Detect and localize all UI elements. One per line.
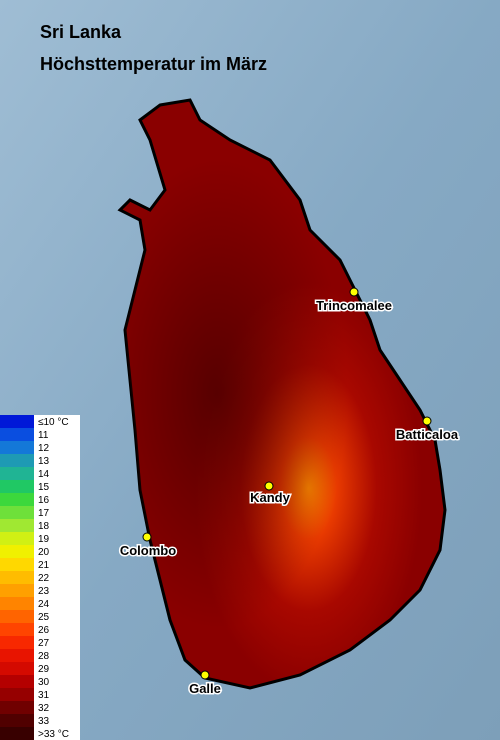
legend-label: 28 bbox=[38, 651, 50, 662]
legend-swatch bbox=[0, 428, 34, 441]
title: Sri Lanka bbox=[40, 22, 122, 42]
legend-swatch bbox=[0, 480, 34, 493]
city-label: Batticaloa bbox=[396, 427, 459, 442]
city-label: Kandy bbox=[250, 490, 291, 505]
subtitle: Höchsttemperatur im März bbox=[40, 54, 267, 74]
city-dot bbox=[264, 481, 274, 491]
legend-label: 25 bbox=[38, 612, 50, 623]
legend-swatch bbox=[0, 727, 34, 740]
legend-label: 17 bbox=[38, 508, 50, 519]
legend-label: 16 bbox=[38, 495, 50, 506]
legend-label: 19 bbox=[38, 534, 50, 545]
legend-swatch bbox=[0, 714, 34, 727]
city-label: Galle bbox=[189, 681, 221, 696]
legend-label: 33 bbox=[38, 716, 50, 727]
legend-swatch bbox=[0, 415, 34, 428]
legend-label: 12 bbox=[38, 443, 50, 454]
cities: Trincomalee Batticaloa Kandy Colombo Gal… bbox=[118, 287, 460, 698]
legend-label: 22 bbox=[38, 573, 50, 584]
legend-swatch bbox=[0, 675, 34, 688]
legend-swatch bbox=[0, 545, 34, 558]
legend-label: 21 bbox=[38, 560, 50, 571]
legend-swatch bbox=[0, 623, 34, 636]
legend-label: 30 bbox=[38, 677, 50, 688]
legend-label: >33 °C bbox=[38, 729, 69, 740]
legend-label: 32 bbox=[38, 703, 50, 714]
legend-label: 15 bbox=[38, 482, 50, 493]
legend-label: 13 bbox=[38, 456, 50, 467]
legend-swatch bbox=[0, 649, 34, 662]
legend-swatch bbox=[0, 519, 34, 532]
legend-label: 20 bbox=[38, 547, 50, 558]
legend-label: 14 bbox=[38, 469, 50, 480]
legend-swatch bbox=[0, 610, 34, 623]
city-dot bbox=[142, 532, 152, 542]
legend-label: 18 bbox=[38, 521, 50, 532]
legend-swatch bbox=[0, 467, 34, 480]
legend-label: 31 bbox=[38, 690, 50, 701]
city-dot bbox=[200, 670, 210, 680]
legend-swatch bbox=[0, 571, 34, 584]
legend-label: 29 bbox=[38, 664, 50, 675]
city-dot bbox=[422, 416, 432, 426]
legend-label: 27 bbox=[38, 638, 50, 649]
legend-swatch bbox=[0, 662, 34, 675]
legend-swatch bbox=[0, 441, 34, 454]
legend-swatch bbox=[0, 454, 34, 467]
legend-swatch bbox=[0, 688, 34, 701]
legend-swatch bbox=[0, 558, 34, 571]
legend-label: 24 bbox=[38, 599, 50, 610]
legend-swatch bbox=[0, 597, 34, 610]
city-label: Trincomalee bbox=[316, 298, 392, 313]
legend-swatch bbox=[0, 636, 34, 649]
city-dot bbox=[349, 287, 359, 297]
legend-label: 11 bbox=[38, 430, 49, 441]
legend-swatch bbox=[0, 701, 34, 714]
legend: ≤10 °C 11 12 13 14 15 16 17 18 19 20 21 22 23 24 25 26 27… bbox=[0, 415, 80, 740]
legend-swatch bbox=[0, 532, 34, 545]
city-label: Colombo bbox=[120, 543, 176, 558]
legend-label: 26 bbox=[38, 625, 50, 636]
legend-swatch bbox=[0, 493, 34, 506]
legend-swatch bbox=[0, 584, 34, 597]
legend-label: 23 bbox=[38, 586, 50, 597]
island-shade bbox=[120, 100, 445, 688]
legend-label: ≤10 °C bbox=[38, 417, 69, 428]
legend-swatch bbox=[0, 506, 34, 519]
